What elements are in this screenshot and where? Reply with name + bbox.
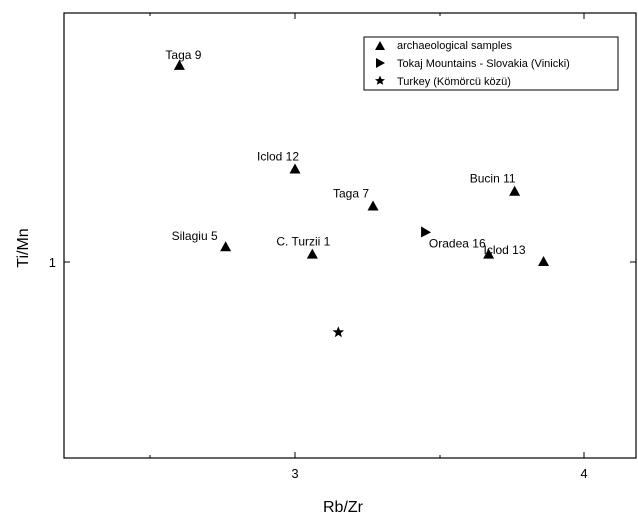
legend-marker-star: [375, 75, 385, 85]
legend-label-archaeological: archaeological samples: [397, 40, 512, 52]
point-label-c-turzii-1: C. Turzii 1: [276, 235, 330, 249]
point-silagiu-5: [220, 241, 232, 252]
point-turkey-k-m-rc-k-z-0: [332, 326, 345, 338]
legend-marker-triangle-right: [376, 58, 385, 68]
y-tick-label-1: 1: [49, 255, 56, 270]
x-tick-label-4: 4: [580, 466, 587, 481]
point-taga-7: [367, 200, 379, 211]
x-tick-label-3: 3: [291, 466, 298, 481]
plot-frame: [63, 12, 637, 459]
point-label-iclod-12: Iclod 12: [257, 150, 299, 164]
point-taga-9: [173, 59, 185, 70]
legend-box: [363, 36, 619, 91]
point-bucin-11: [509, 185, 521, 196]
point-oradea-16: [483, 248, 495, 259]
legend-marker-triangle-up: [375, 41, 385, 50]
ticks: [64, 13, 636, 458]
point-label-bucin-11: Bucin 11: [470, 172, 516, 186]
point-label-taga-7: Taga 7: [333, 187, 369, 201]
point-c-turzii-1: [306, 248, 318, 259]
data-marks: Taga 9 Iclod 12 Taga 7 Bucin 11 Silagiu 5 C. …: [165, 48, 550, 338]
point-label-iclod-13: Iclod 13: [484, 243, 526, 257]
legend-label-tokaj: Tokaj Mountains - Slovakia (Vinicki): [397, 58, 570, 70]
point-label-silagiu-5: Silagiu 5: [172, 229, 218, 243]
x-axis-label: Rb/Zr: [323, 499, 364, 516]
point-iclod-12: [289, 163, 301, 174]
point-label-oradea-16: Oradea 16: [429, 237, 486, 251]
y-axis-label: Ti/Mn: [15, 228, 32, 267]
point-label-taga-9: Taga 9: [165, 48, 201, 62]
point-tokaj-mountains-slovakia-vinicki-0: [421, 226, 432, 238]
legend-label-turkey: Turkey (Kömörcü közü): [397, 76, 511, 88]
legend: archaeological samples Tokaj Mountains -…: [363, 36, 619, 91]
point-iclod-13: [538, 256, 550, 266]
